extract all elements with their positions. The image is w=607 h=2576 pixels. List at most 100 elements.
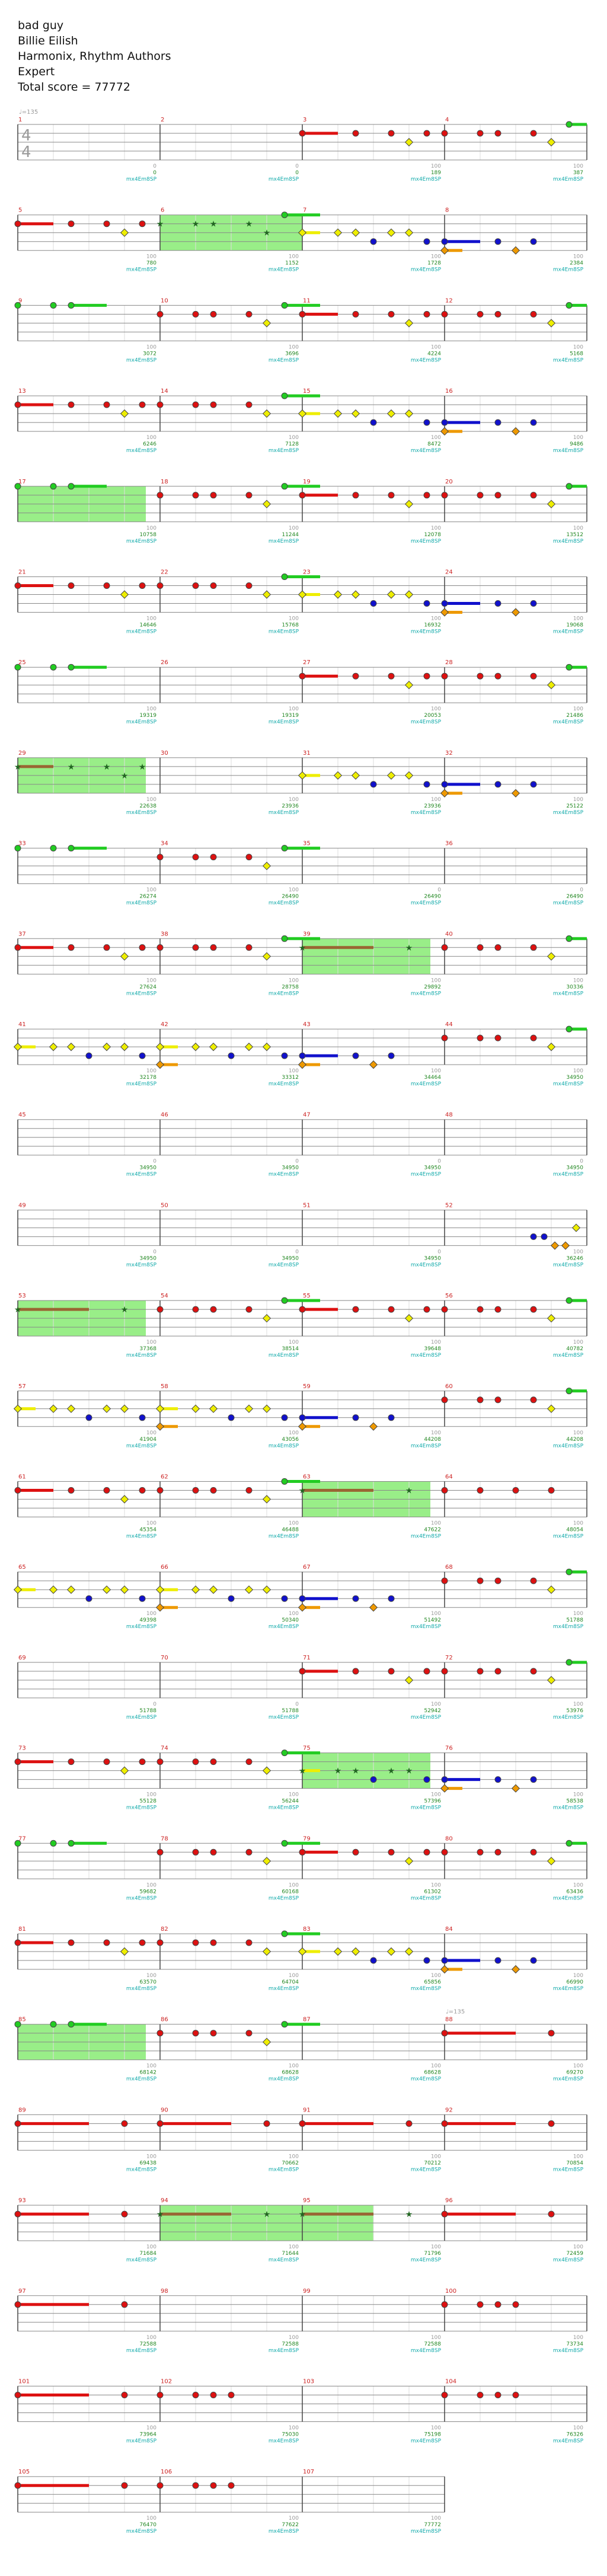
measure-number: 98: [161, 2288, 168, 2295]
measure-number: 57: [18, 1383, 26, 1390]
note-gem: [210, 1848, 217, 1856]
note-gem: [511, 608, 520, 617]
measure-combo: 100: [573, 1973, 583, 1979]
note-gem: [441, 672, 448, 680]
measure-multiplier-label: mx4Em8SP: [126, 1986, 157, 1992]
note-gem: [404, 137, 414, 147]
note-gem: [477, 130, 484, 137]
note-gem: [139, 1595, 146, 1602]
measure-score: 73734: [566, 2341, 583, 2347]
note-gem: [299, 2120, 306, 2127]
measure-score: 14646: [139, 623, 156, 629]
note-gem: [404, 1314, 414, 1323]
measure-score: 34950: [566, 1165, 583, 1171]
note-gem: [511, 789, 520, 797]
measure-multiplier-label: mx4Em8SP: [553, 448, 584, 454]
note-gem: [50, 2021, 57, 2028]
measure-combo: 0: [295, 1249, 299, 1255]
note-gem: [561, 1241, 570, 1250]
measure-score: 780: [146, 261, 156, 267]
measure-number: 94: [161, 2197, 168, 2204]
measure-score: 63570: [139, 1979, 156, 1985]
measure-score: 68142: [139, 2070, 156, 2076]
measure-score: 0: [153, 170, 156, 176]
measure-number: 15: [303, 388, 311, 395]
measure-score: 77772: [424, 2522, 441, 2528]
measure-combo: 100: [573, 1882, 583, 1888]
song-title: bad guy: [18, 19, 64, 32]
note-gem: [352, 492, 359, 499]
note-gem: [120, 590, 129, 599]
note-gem: [50, 845, 57, 852]
note-gem: [351, 228, 360, 237]
note-gem: [245, 1487, 253, 1494]
note-gem: [262, 1947, 271, 1956]
measure-combo: 100: [573, 797, 583, 803]
note-gem: [68, 2021, 75, 2028]
measure-multiplier-label: mx4Em8SP: [269, 1805, 299, 1811]
note-gem: [102, 1585, 111, 1594]
measure-score: 0: [295, 170, 299, 176]
note-gem: [191, 1042, 200, 1052]
measure-combo: 100: [146, 2154, 156, 2160]
note-gem: [441, 1848, 448, 1856]
measure-number: 26: [161, 659, 168, 666]
measure-multiplier-label: mx4Em8SP: [269, 2348, 299, 2354]
measure-number: 40: [445, 931, 453, 937]
measure-number: 106: [161, 2469, 172, 2475]
note-gem: [228, 1414, 235, 1421]
note-gem: [103, 401, 110, 408]
note-gem: [388, 1848, 395, 1856]
measure-combo: 0: [437, 1159, 441, 1165]
note-gem: [210, 2030, 217, 2037]
star-note: ★: [405, 943, 413, 953]
note-gem: [192, 582, 199, 589]
measure-multiplier-label: mx4Em8SP: [269, 177, 299, 182]
note-gem: [139, 401, 146, 408]
note-gem: [440, 1784, 449, 1793]
measure-score: 34950: [282, 1165, 299, 1171]
measure-score: 19068: [566, 623, 583, 629]
measure-number: 82: [161, 1926, 168, 1933]
note-gem: [156, 2030, 164, 2037]
tempo-mark: ♩=135: [446, 2009, 465, 2016]
note-gem: [494, 1306, 501, 1313]
note-gem: [14, 2392, 21, 2398]
measure-score: 34464: [424, 1075, 441, 1081]
measure-number: 86: [161, 2017, 168, 2023]
note-gem: [423, 672, 430, 680]
measure-combo: 100: [289, 2426, 299, 2431]
measure-multiplier-label: mx4Em8SP: [411, 810, 442, 816]
measure-score: 2384: [570, 261, 583, 267]
note-gem: [245, 401, 253, 408]
measure-multiplier-label: mx4Em8SP: [269, 357, 299, 363]
note-gem: [477, 492, 484, 499]
measure-multiplier-label: mx4Em8SP: [269, 991, 299, 997]
note-gem: [530, 781, 537, 788]
measure-number: 99: [303, 2288, 311, 2295]
note-gem: [156, 582, 164, 589]
note-gem: [262, 1404, 271, 1413]
note-gem: [441, 1577, 448, 1584]
note-gem: [192, 2482, 199, 2489]
measure-number: 21: [18, 569, 26, 576]
note-gem: [192, 1848, 199, 1856]
measure-combo: 100: [146, 887, 156, 893]
note-gem: [14, 2482, 21, 2489]
measure-combo: 0: [153, 1159, 156, 1165]
measure-score: 32178: [139, 1075, 156, 1081]
note-gem: [120, 1585, 129, 1594]
note-gem: [441, 1306, 448, 1313]
measure-combo: 100: [431, 164, 441, 169]
star-note: ★: [405, 2210, 413, 2219]
measure-combo: 100: [146, 2426, 156, 2431]
note-gem: [298, 1060, 307, 1069]
note-gem: [441, 310, 448, 318]
note-gem: [262, 952, 271, 961]
note-gem: [547, 319, 556, 328]
note-gem: [103, 944, 110, 951]
note-gem: [369, 1060, 378, 1069]
measure-number: 85: [18, 2017, 26, 2023]
measure-number: 2: [161, 117, 164, 123]
measure-number: 80: [445, 1835, 453, 1842]
